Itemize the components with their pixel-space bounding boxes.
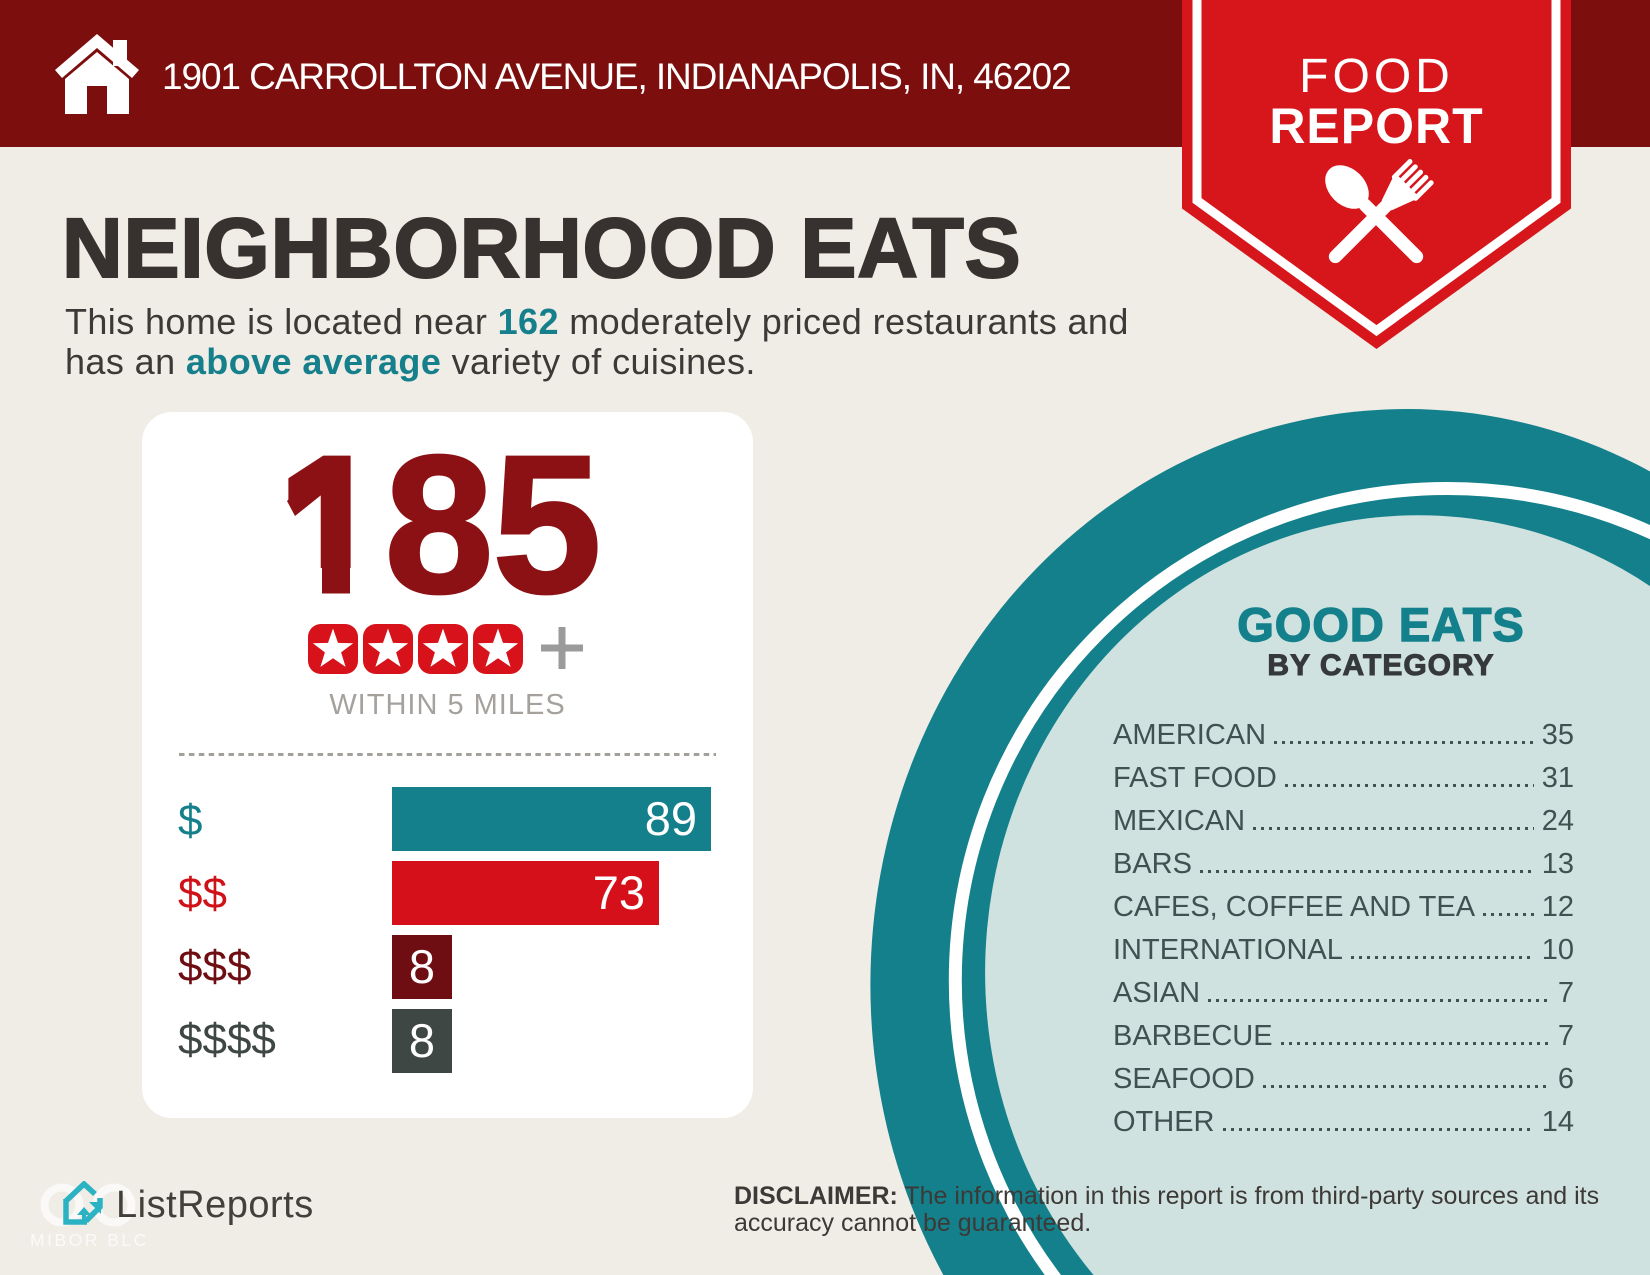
svg-text:REPORT: REPORT <box>1269 98 1483 154</box>
svg-text:FOOD: FOOD <box>1299 50 1454 103</box>
svg-text:MIBOR BLC: MIBOR BLC <box>30 1230 149 1250</box>
